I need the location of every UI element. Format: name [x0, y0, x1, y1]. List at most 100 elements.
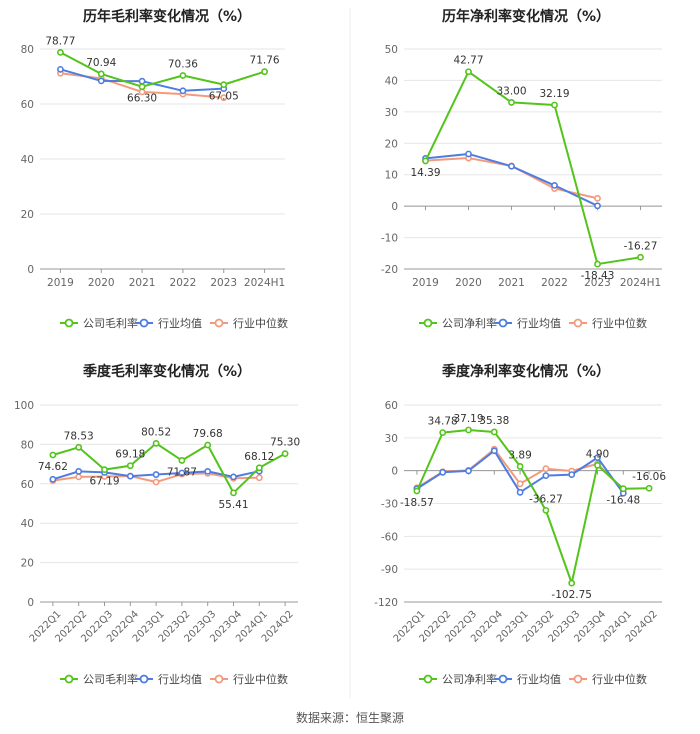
y-tick-label: -10 — [381, 233, 398, 245]
data-point — [439, 468, 447, 476]
data-point — [179, 87, 187, 95]
y-tick-label: 20 — [385, 138, 398, 150]
x-tick-label: 2020 — [88, 277, 115, 289]
data-point — [542, 506, 550, 514]
data-point — [126, 462, 134, 470]
data-point — [178, 469, 186, 477]
data-point — [568, 579, 576, 587]
legend-item-average: 行业均值 — [135, 673, 202, 686]
data-label: 42.77 — [453, 55, 483, 67]
data-point — [49, 451, 57, 459]
x-tick-label: 2022 — [170, 277, 197, 289]
data-label: 70.94 — [86, 57, 116, 69]
series-line-company — [415, 428, 650, 585]
y-tick-label: 40 — [21, 518, 34, 530]
legend-marker — [573, 674, 583, 684]
data-point — [255, 464, 263, 472]
x-tick-label: 2019 — [412, 277, 439, 289]
y-tick-label: 20 — [21, 558, 34, 570]
x-tick-label: 2023 — [584, 277, 611, 289]
data-label: -102.75 — [551, 589, 592, 601]
data-point — [551, 101, 558, 109]
legend-item-company: 公司净利率 — [419, 672, 497, 686]
chart-panel-4: 季度净利率变化情况（%）-120-90-60-30030602022Q12022… — [374, 363, 666, 686]
series-line-company — [59, 51, 265, 88]
data-point — [138, 83, 146, 91]
data-point — [230, 489, 237, 497]
x-tick-label: 2022 — [541, 277, 568, 289]
data-point — [255, 474, 263, 482]
data-point — [490, 447, 498, 455]
legend-label: 公司毛利率 — [83, 316, 138, 330]
legend-item-average: 行业均值 — [494, 673, 561, 686]
y-tick-label: -30 — [381, 499, 398, 511]
data-label: 55.41 — [218, 499, 248, 511]
data-point — [152, 439, 160, 447]
data-label: 33.00 — [496, 85, 526, 97]
data-point — [178, 457, 186, 464]
legend-label: 行业中位数 — [592, 316, 647, 330]
x-tick-label: 2023 — [210, 277, 237, 289]
legend-item-median: 行业中位数 — [569, 672, 647, 686]
legend-label: 行业均值 — [517, 673, 561, 686]
data-point — [220, 81, 228, 89]
data-point — [516, 463, 524, 470]
data-point — [594, 194, 601, 202]
data-point — [49, 475, 57, 483]
data-point — [490, 428, 498, 436]
data-label: 35.38 — [479, 415, 509, 427]
legend-label: 公司毛利率 — [83, 672, 138, 686]
data-point — [152, 471, 160, 478]
chart-title: 季度净利率变化情况（%） — [441, 363, 610, 380]
chart-panel-3: 季度毛利率变化情况（%）0204060801002022Q12022Q22022… — [14, 363, 300, 686]
data-label: 78.77 — [45, 35, 75, 47]
data-label: -18.43 — [581, 270, 615, 282]
x-tick-label: 2024H1 — [620, 277, 661, 289]
data-point — [542, 465, 550, 473]
data-point — [204, 467, 212, 475]
chart-title: 季度毛利率变化情况（%） — [82, 363, 251, 380]
data-point — [594, 202, 601, 210]
data-label: 68.12 — [244, 451, 274, 463]
data-point — [126, 472, 134, 480]
data-source-note: 数据来源：恒生聚源 — [295, 711, 404, 725]
data-label: -16.27 — [624, 240, 658, 252]
y-tick-label: 0 — [391, 466, 398, 478]
y-tick-label: 30 — [385, 107, 398, 119]
data-label: 4.90 — [586, 448, 609, 460]
data-point — [75, 467, 83, 475]
y-tick-label: 40 — [385, 75, 398, 87]
legend-item-median: 行业中位数 — [210, 316, 288, 330]
data-label: 67.05 — [209, 91, 239, 103]
data-point — [645, 484, 653, 492]
data-point — [594, 461, 601, 469]
data-point — [594, 454, 601, 462]
y-tick-label: 80 — [21, 44, 34, 56]
data-point — [465, 68, 472, 76]
data-label: 34.78 — [428, 416, 458, 428]
data-label: 71.87 — [167, 466, 197, 478]
data-point — [619, 485, 627, 493]
data-point — [57, 65, 64, 73]
series-line-average — [425, 152, 598, 207]
y-tick-label: 100 — [14, 400, 34, 412]
legend-label: 行业均值 — [158, 317, 202, 330]
legend-marker — [139, 674, 149, 684]
data-point — [439, 429, 447, 437]
data-point — [465, 467, 472, 475]
data-point — [101, 466, 108, 474]
data-point — [422, 157, 429, 165]
data-label: 69.18 — [115, 449, 145, 461]
data-point — [138, 77, 146, 85]
legend-item-company: 公司毛利率 — [60, 316, 138, 330]
data-label: 78.53 — [64, 430, 94, 442]
data-label: 80.52 — [141, 426, 171, 438]
data-point — [57, 48, 64, 56]
x-tick-label: 2021 — [498, 277, 525, 289]
y-tick-label: 30 — [385, 433, 398, 445]
data-point — [204, 441, 212, 449]
y-tick-label: 20 — [21, 209, 34, 221]
y-tick-label: 10 — [385, 170, 398, 182]
legend-label: 行业均值 — [517, 317, 561, 330]
